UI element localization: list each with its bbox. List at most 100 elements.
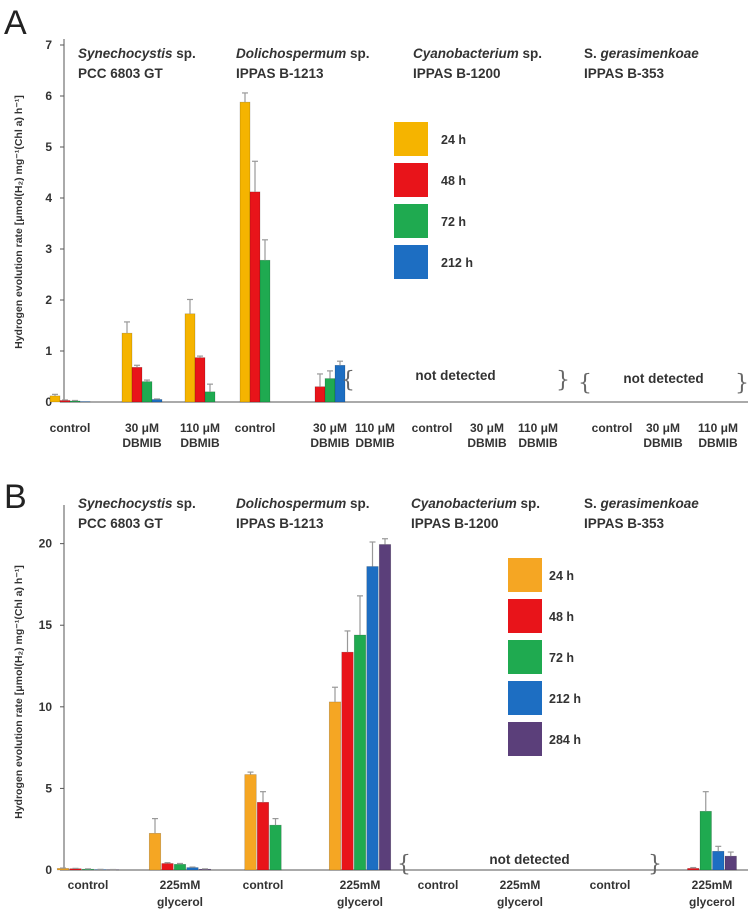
category-label: DBMIB [122,436,162,450]
legend-swatch [508,722,542,756]
organism-name-rest: sp. [173,46,196,61]
bar-284h [724,855,737,871]
y-tick-label: 0 [45,863,52,877]
category-label: DBMIB [518,436,558,450]
organism-name: S. gerasimenkoae [584,46,699,61]
panel-a: A 0 1 2 3 4 5 6 7 Hydrogen evolution rate [μmol(H… [4,4,749,450]
organism-name-rest: sp. [173,496,196,511]
organism-name-italic: Cyanobacterium [411,496,517,511]
bar-72h [141,381,153,403]
organism-strain: IPPAS B-353 [584,516,665,531]
y-tick-label: 20 [39,537,53,551]
bar-24h [49,395,61,403]
category-label: 225mM [340,878,381,892]
legend-swatch [394,204,428,238]
bar-24h [239,101,251,403]
organism-name-italic: Dolichospermum [236,46,346,61]
bar-48h [249,191,261,403]
category-label: DBMIB [180,436,220,450]
organism-strain: PCC 6803 GT [78,516,164,531]
organism-name: Dolichospermum sp. [236,496,370,511]
category-label: DBMIB [643,436,683,450]
category-label: control [235,421,276,435]
organism-name-italic: Dolichospermum [236,496,346,511]
organism-strain: IPPAS B-1213 [236,516,324,531]
category-label: control [592,421,633,435]
bar-284h [378,544,392,871]
bar-212h [79,401,91,403]
bar-212h [712,850,725,871]
organism-name-italic: Cyanobacterium [413,46,519,61]
organism-name-rest: sp. [346,496,369,511]
legend-label: 48 h [441,174,466,188]
category-label: DBMIB [310,436,350,450]
organism-name-rest: sp. [517,496,540,511]
y-tick-label: 0 [45,395,52,409]
bar-48h [687,868,700,871]
panel-label: B [4,478,27,516]
bar-48h [314,386,326,403]
legend-swatch [508,558,542,592]
organism-name: Synechocystis sp. [78,496,196,511]
legend-label: 24 h [441,133,466,147]
legend-label: 72 h [441,215,466,229]
bar-72h [699,810,712,871]
bar-48h [59,400,71,403]
category-label: 225mM [500,878,541,892]
brace-left: { [341,368,355,393]
organism-name-prefix: S. [584,496,601,511]
category-label: DBMIB [467,436,507,450]
category-label: 30 μM [646,421,680,435]
organism-name-italic: Synechocystis [78,46,173,61]
brace-right: } [556,368,570,393]
bar-72h [269,824,282,871]
y-axis-label: Hydrogen evolution rate [μmol(H₂) mg⁻¹(C… [13,565,25,819]
bar-72h [353,634,367,871]
organism-name: Cyanobacterium sp. [411,496,540,511]
organism-name-rest: sp. [346,46,369,61]
y-tick-label: 5 [45,781,52,795]
category-label: glycerol [157,895,203,909]
bar-212h [186,867,199,871]
category-label: control [412,421,453,435]
brace-right: } [735,371,749,396]
category-label: DBMIB [355,436,395,450]
organism-name: Cyanobacterium sp. [413,46,542,61]
organism-name: S. gerasimenkoae [584,496,699,511]
category-label: glycerol [337,895,383,909]
bar-48h [256,801,270,871]
y-tick-label: 1 [45,344,52,358]
legend-label: 212 h [549,692,581,706]
organism-name-italic: gerasimenkoae [600,496,700,511]
category-label: glycerol [689,895,735,909]
panel-label: A [4,4,27,42]
category-label: control [68,878,109,892]
brace-right: } [648,852,662,877]
brace-left: { [397,852,411,877]
bar-48h [341,651,354,871]
legend-swatch [394,245,428,279]
category-label: 30 μM [125,421,159,435]
category-label: control [50,421,91,435]
organism-name-italic: gerasimenkoae [600,46,700,61]
not-detected-label: not detected [623,371,703,386]
y-tick-label: 7 [45,38,52,52]
category-label: 30 μM [313,421,347,435]
y-tick-label: 5 [45,140,52,154]
y-tick-label: 4 [45,191,52,205]
y-tick-label: 6 [45,89,52,103]
legend-swatch [394,163,428,197]
legend-label: 212 h [441,256,473,270]
bar-72h [69,400,81,403]
bar-72h [259,259,271,403]
not-detected-label: not detected [415,368,495,383]
legend-label: 24 h [549,569,574,583]
bar-24h [244,774,257,871]
legend-label: 48 h [549,610,574,624]
bar-72h [173,863,187,871]
bar-72h [204,391,216,403]
organism-name-italic: Synechocystis [78,496,173,511]
category-label: 110 μM [518,421,558,435]
y-tick-label: 15 [39,618,53,632]
